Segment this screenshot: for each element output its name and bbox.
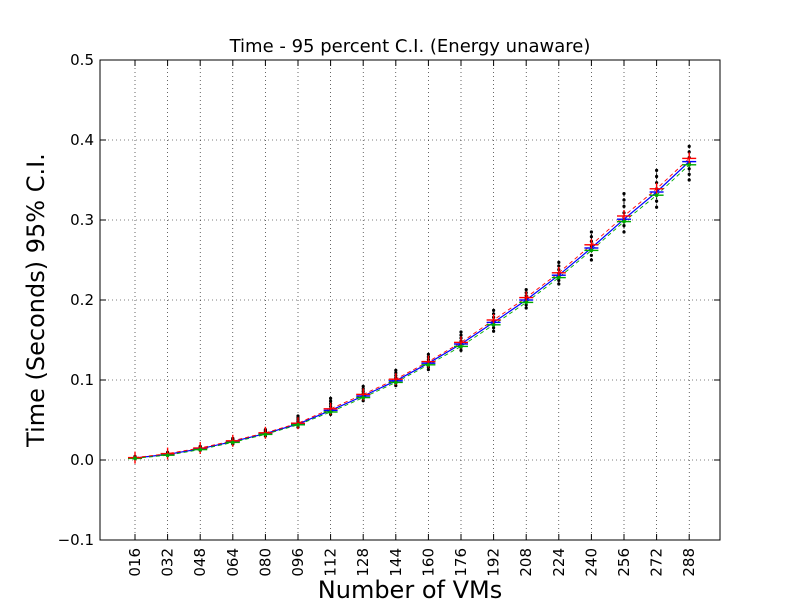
sample-point [492,308,496,312]
lower-ci-point [133,456,137,461]
sample-point [622,204,626,208]
lower-ci-point [263,432,268,437]
x-tick-label: 096 [289,548,307,577]
y-axis-label: Time (Seconds) 95% C.I. [22,153,50,448]
y-tick-label: 0.1 [70,371,94,389]
x-tick-label: 144 [387,548,405,577]
sample-point [361,384,365,388]
x-tick-label: 112 [322,548,340,577]
x-tick-label: 176 [452,548,470,577]
series-line [134,158,690,459]
lower-ci-point [231,440,235,445]
x-tick-label: 208 [517,548,535,577]
sample-point [459,333,463,337]
sample-point [622,198,626,202]
lower-ci-point [687,163,691,167]
y-axis: −0.1 0.0 0.1 0.2 0.3 0.4 0.5 [58,51,720,549]
sample-point [687,178,691,182]
x-tick-label: 032 [159,548,177,577]
sample-point [655,168,659,172]
sample-point [394,368,398,372]
sample-point [655,181,659,185]
sample-point [589,235,594,239]
sample-point [426,368,430,372]
x-tick-label: 256 [615,548,633,577]
x-tick-label: 064 [224,548,242,577]
x-tick-label: 272 [648,548,666,577]
y-tick-label: 0.2 [70,291,94,309]
sample-point [655,174,659,179]
y-tick-label: 0.4 [70,131,94,149]
sample-point [426,352,430,356]
sample-point [655,199,659,203]
lower-ci-point [524,300,528,305]
sample-point [524,306,528,310]
series-line [134,161,690,459]
x-tick-label: 048 [191,548,209,577]
x-tick-label: 240 [582,548,600,577]
sample-point [622,230,626,234]
lower-ci-point [165,453,170,458]
sample-point [492,329,496,333]
y-tick-label: 0.3 [70,211,94,229]
lower-ci-point [296,423,300,427]
sample-point [622,224,626,228]
lower-ci-point [394,380,398,385]
sample-point [687,144,691,148]
sample-point [557,264,561,268]
sample-point [492,326,496,330]
x-tick-label: 192 [485,548,503,577]
sample-point [589,230,594,234]
sample-point [296,414,300,418]
sample-point [492,312,496,316]
lower-ci-point [589,248,594,253]
sample-point [589,253,594,257]
lower-ci-point [557,275,561,280]
x-axis-label: Number of VMs [318,576,502,600]
lower-ci-point [198,447,202,452]
lower-ci-point [459,344,463,349]
sample-point [622,192,626,196]
x-tick-label: 160 [419,548,437,577]
lower-ci-point [361,395,366,400]
series-line [134,164,690,459]
lower-ci-point [622,219,626,224]
sample-point [394,371,398,375]
sample-point [589,258,594,262]
x-tick-label: 016 [126,548,144,577]
grid-lines [100,60,720,540]
y-tick-label: 0.0 [70,451,94,469]
sample-point [459,330,463,334]
sample-point [557,282,561,286]
lower-ci-point [654,193,659,197]
sample-point [655,205,659,209]
sample-point [524,288,528,292]
y-tick-label: 0.5 [70,51,94,69]
x-axis: 016 032 048 064 080 096 112 128 144 160 176 192 208 2… [126,60,698,577]
lower-ci-point [426,363,431,367]
sample-point [524,303,528,307]
sample-point [687,167,691,171]
lower-ci-point [328,410,333,414]
sample-point [361,399,365,403]
x-tick-label: 128 [354,548,372,577]
sample-point [557,260,561,264]
sample-point [459,348,463,352]
sample-point [394,384,398,388]
x-tick-label: 080 [256,548,274,577]
chart-title: Time - 95 percent C.I. (Energy unaware) [229,36,591,57]
sample-point [329,396,333,400]
x-tick-label: 288 [680,548,698,577]
x-tick-label: 224 [550,548,568,577]
lower-ci-point [491,323,496,327]
chart-marks [128,144,697,464]
sample-point [329,399,333,403]
y-tick-label: −0.1 [58,531,94,549]
sample-point [557,278,561,282]
sample-point [687,150,691,154]
sample-point [687,172,691,176]
